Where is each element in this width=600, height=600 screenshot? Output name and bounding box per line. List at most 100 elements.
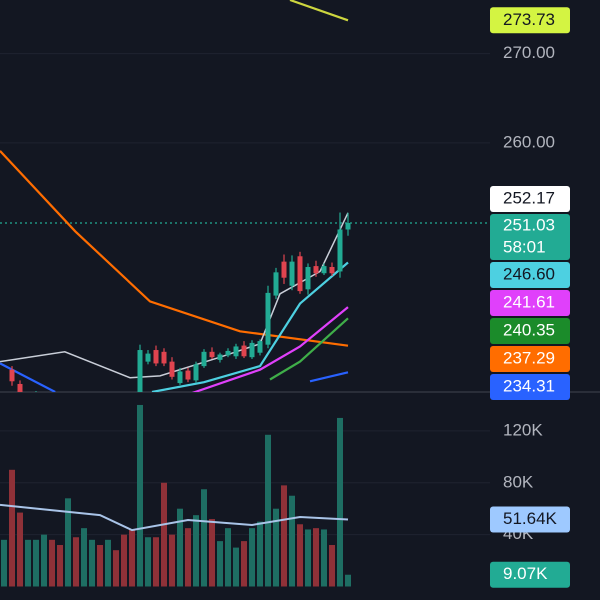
volume-bar bbox=[161, 482, 167, 587]
volume-bar bbox=[73, 537, 79, 587]
volume-bar bbox=[65, 498, 71, 587]
indicator-line bbox=[269, 317, 349, 381]
volume-bar bbox=[273, 508, 279, 587]
candle-body bbox=[225, 350, 231, 356]
price-pane bbox=[0, 0, 351, 392]
volume-bar bbox=[129, 529, 135, 587]
volume-bar bbox=[209, 519, 215, 587]
candle-body bbox=[217, 354, 223, 360]
candle-body bbox=[321, 266, 327, 274]
price-tag-label: 9.07K bbox=[503, 564, 548, 583]
indicator-line bbox=[191, 306, 349, 392]
candle-body bbox=[233, 346, 239, 357]
candle-body bbox=[153, 350, 159, 364]
price-tag-label: 237.29 bbox=[503, 348, 555, 367]
candle-body bbox=[161, 351, 167, 364]
volume-bar bbox=[265, 434, 271, 587]
price-tag-label: 273.73 bbox=[503, 10, 555, 29]
candle-body bbox=[329, 266, 335, 274]
volume-bar bbox=[105, 539, 111, 587]
volume-bar bbox=[321, 529, 327, 587]
volume-bar bbox=[177, 508, 183, 587]
volume-bar bbox=[233, 547, 239, 587]
price-tag bbox=[490, 290, 570, 316]
price-tag bbox=[490, 561, 570, 588]
candle-body bbox=[169, 361, 175, 377]
volume-bar bbox=[201, 489, 207, 587]
volume-bar bbox=[281, 485, 287, 587]
volume-bar bbox=[225, 528, 231, 587]
volume-bar bbox=[241, 541, 247, 587]
candle-body bbox=[241, 345, 247, 357]
candle-body bbox=[185, 370, 191, 380]
price-tag-label: 246.60 bbox=[503, 264, 555, 283]
price-tag bbox=[490, 214, 570, 260]
price-tag bbox=[490, 346, 570, 372]
volume-bar bbox=[289, 495, 295, 587]
volume-bar bbox=[41, 534, 47, 587]
volume-bar bbox=[145, 537, 151, 587]
volume-bar bbox=[81, 528, 87, 587]
indicator-line bbox=[289, 0, 349, 22]
y-tick-label: 260.00 bbox=[503, 132, 555, 151]
indicator-line bbox=[0, 362, 349, 392]
volume-bar bbox=[57, 545, 63, 587]
volume-pane bbox=[0, 404, 351, 587]
candle-body bbox=[273, 272, 279, 296]
price-tag-label: 234.31 bbox=[503, 376, 555, 395]
volume-bar bbox=[249, 528, 255, 587]
volume-bar bbox=[297, 524, 303, 587]
volume-bar bbox=[89, 539, 95, 587]
price-tag bbox=[490, 262, 570, 288]
candle-body bbox=[305, 266, 311, 290]
candle-body bbox=[249, 342, 255, 358]
price-tag-label: 252.17 bbox=[503, 188, 555, 207]
candle-body bbox=[345, 222, 351, 230]
candle-body bbox=[297, 256, 303, 292]
candle-body bbox=[137, 350, 143, 392]
volume-bar bbox=[33, 539, 39, 587]
price-tag-label: 251.03 bbox=[503, 215, 555, 234]
candle-body bbox=[177, 371, 183, 384]
candle-body bbox=[313, 266, 319, 274]
volume-bar bbox=[97, 545, 103, 587]
volume-bar bbox=[1, 539, 7, 587]
indicator-line bbox=[0, 150, 349, 347]
volume-bar bbox=[49, 539, 55, 587]
volume-bar bbox=[153, 537, 159, 587]
volume-bar bbox=[257, 521, 263, 587]
price-scale: 260.00270.0040K80K120K273.73252.17251.03… bbox=[490, 7, 570, 588]
candle-body bbox=[257, 341, 263, 353]
volume-tick-label: 80K bbox=[503, 472, 534, 491]
price-tag bbox=[490, 506, 570, 533]
volume-bar bbox=[169, 534, 175, 587]
volume-bar bbox=[313, 528, 319, 587]
y-tick-label: 270.00 bbox=[503, 43, 555, 62]
candle-body bbox=[9, 369, 15, 382]
candle-body bbox=[145, 353, 151, 362]
candle-body bbox=[209, 351, 215, 358]
price-tag bbox=[490, 186, 570, 212]
indicator-line bbox=[151, 261, 349, 392]
volume-bar bbox=[193, 515, 199, 587]
volume-bar bbox=[121, 534, 127, 587]
candle-body bbox=[193, 364, 199, 381]
volume-bar bbox=[9, 469, 15, 587]
candle-body bbox=[265, 292, 271, 345]
volume-bar bbox=[17, 512, 23, 587]
candle-body bbox=[337, 229, 343, 272]
candle-body bbox=[281, 261, 287, 278]
candle-body bbox=[289, 261, 295, 286]
candle-body bbox=[201, 351, 207, 367]
price-tag bbox=[490, 7, 570, 34]
volume-bar bbox=[25, 539, 31, 587]
volume-tick-label: 120K bbox=[503, 420, 543, 439]
volume-bar bbox=[185, 528, 191, 587]
volume-bar bbox=[113, 550, 119, 587]
countdown: 58:01 bbox=[503, 237, 546, 256]
volume-bar bbox=[337, 417, 343, 587]
price-tag-label: 240.35 bbox=[503, 320, 555, 339]
volume-bar bbox=[345, 574, 351, 587]
volume-bar bbox=[137, 404, 143, 587]
